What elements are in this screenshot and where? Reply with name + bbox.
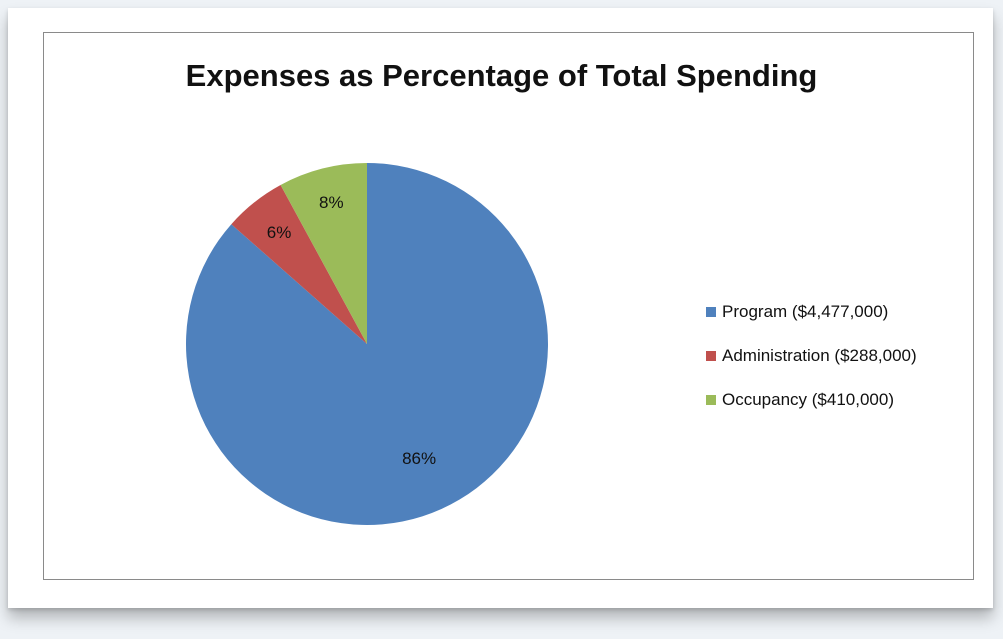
legend-swatch-administration [706,351,716,361]
legend: Program ($4,477,000) Administration ($28… [706,290,917,422]
legend-swatch-occupancy [706,395,716,405]
legend-item-administration: Administration ($288,000) [706,334,917,378]
legend-label-occupancy: Occupancy ($410,000) [722,390,894,409]
pie-label-occupancy: 8% [319,193,344,212]
legend-label-program: Program ($4,477,000) [722,302,889,321]
pie-label-administration: 6% [267,223,292,242]
legend-label-administration: Administration ($288,000) [722,346,917,365]
chart-title: Expenses as Percentage of Total Spending [185,58,818,93]
legend-item-program: Program ($4,477,000) [706,290,917,334]
pie-label-program: 86% [402,449,436,468]
pie-slice-administration [231,184,367,344]
legend-item-occupancy: Occupancy ($410,000) [706,378,917,422]
legend-swatch-program [706,307,716,317]
pie-slice-occupancy [280,163,367,344]
